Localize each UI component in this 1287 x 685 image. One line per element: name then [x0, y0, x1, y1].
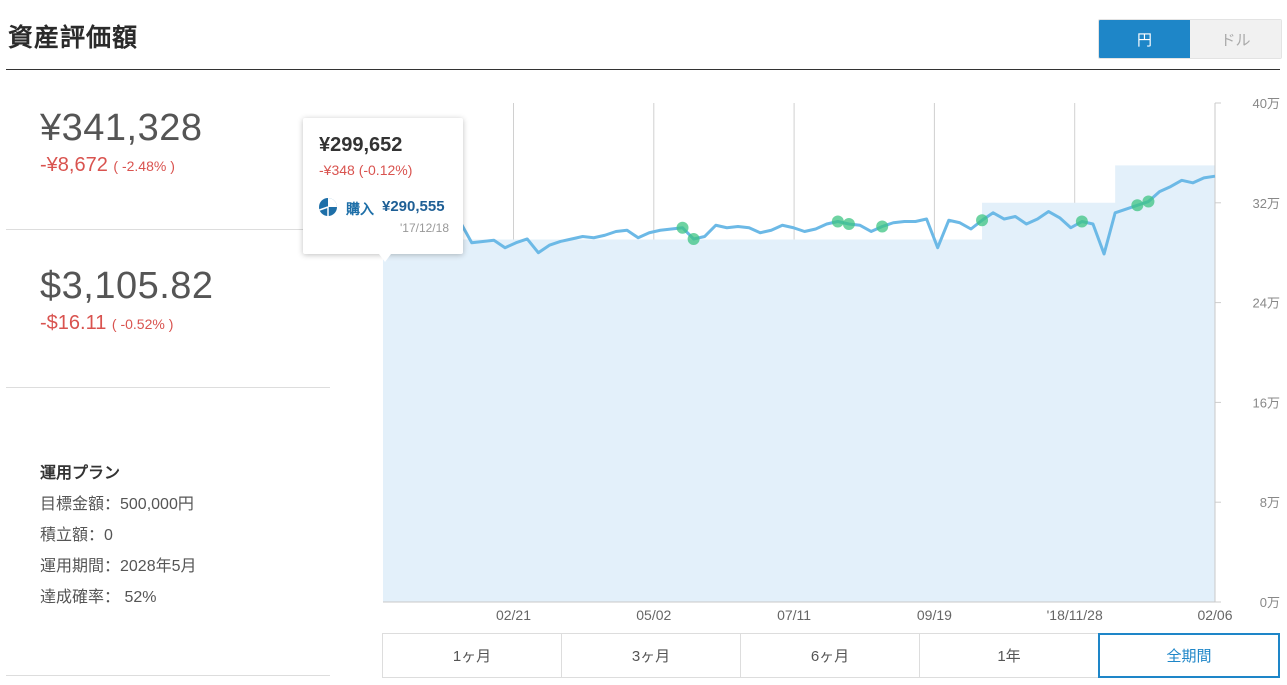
purchase-marker: [1075, 215, 1088, 228]
pie-chart-icon: [319, 198, 337, 216]
x-tick-label: '18/11/28: [1047, 607, 1103, 623]
purchase-marker: [687, 232, 700, 245]
currency-jpy-button[interactable]: 円: [1099, 20, 1190, 58]
purchase-marker: [976, 214, 989, 227]
tab-all-period[interactable]: 全期間: [1098, 633, 1280, 678]
usd-summary: $3,105.82 -$16.11 ( -0.52% ): [40, 265, 214, 335]
usd-change-amount: -$16.11: [40, 312, 107, 334]
tab-1-month[interactable]: 1ヶ月: [382, 633, 561, 678]
x-tick-label: 02/06: [1197, 607, 1232, 623]
header-divider: [6, 69, 1280, 70]
purchase-marker: [876, 220, 889, 233]
currency-usd-button[interactable]: ドル: [1190, 20, 1281, 58]
purchase-marker: [842, 218, 855, 231]
y-tick-label: 40万: [1253, 96, 1280, 111]
purchase-marker: [676, 221, 689, 234]
y-tick-label: 8万: [1260, 495, 1280, 510]
page-title: 資産評価額: [8, 23, 139, 52]
summary-divider: [6, 229, 330, 230]
investment-plan: 運用プラン 目標金額：500,000円 積立額：0 運用期間：2028年5月 達…: [40, 458, 197, 613]
summary-divider: [6, 387, 330, 388]
plan-probability: 達成確率： 52%: [40, 589, 157, 606]
jpy-change-amount: -¥8,672: [40, 154, 108, 176]
tooltip-value: ¥299,652: [319, 134, 403, 156]
purchase-marker: [1142, 195, 1155, 208]
tooltip-buy-label: 購入: [346, 201, 374, 217]
tooltip-buy-amount: ¥290,555: [382, 198, 445, 215]
y-tick-label: 24万: [1253, 296, 1280, 311]
plan-target: 目標金額：500,000円: [40, 496, 194, 513]
y-tick-label: 16万: [1253, 395, 1280, 410]
plan-monthly: 積立額：0: [40, 527, 113, 544]
tab-3-months[interactable]: 3ヶ月: [561, 633, 740, 678]
tooltip-change: -¥348 (-0.12%): [319, 162, 413, 178]
plan-title: 運用プラン: [40, 465, 121, 482]
x-tick-label: 02/21: [496, 607, 531, 623]
tab-1-year[interactable]: 1年: [919, 633, 1098, 678]
usd-total-value: $3,105.82: [40, 265, 214, 307]
period-tabs: 1ヶ月 3ヶ月 6ヶ月 1年 全期間: [382, 633, 1280, 678]
y-tick-label: 0万: [1260, 595, 1280, 610]
jpy-summary: ¥341,328 -¥8,672 ( -2.48% ): [40, 107, 203, 177]
x-tick-label: 05/02: [636, 607, 671, 623]
y-tick-label: 32万: [1253, 196, 1280, 211]
x-tick-label: 09/19: [917, 607, 952, 623]
x-tick-label: 07/11: [777, 607, 811, 623]
jpy-change: -¥8,672 ( -2.48% ): [40, 154, 203, 177]
plan-period: 運用期間：2028年5月: [40, 558, 197, 575]
chart-tooltip: ¥299,652 -¥348 (-0.12%) 購入 ¥290,555 '17/…: [303, 118, 463, 262]
tooltip-date: '17/12/18: [399, 221, 449, 235]
jpy-change-percent: ( -2.48% ): [113, 158, 175, 174]
usd-change: -$16.11 ( -0.52% ): [40, 312, 214, 335]
jpy-total-value: ¥341,328: [40, 107, 203, 149]
asset-value-line: [382, 174, 1216, 256]
bottom-divider: [6, 675, 330, 676]
currency-toggle: 円 ドル: [1098, 19, 1282, 59]
tab-6-months[interactable]: 6ヶ月: [740, 633, 919, 678]
purchase-marker: [1131, 199, 1144, 212]
usd-change-percent: ( -0.52% ): [111, 316, 174, 332]
purchase-marker: [831, 215, 844, 228]
invested-area: [383, 165, 1215, 602]
